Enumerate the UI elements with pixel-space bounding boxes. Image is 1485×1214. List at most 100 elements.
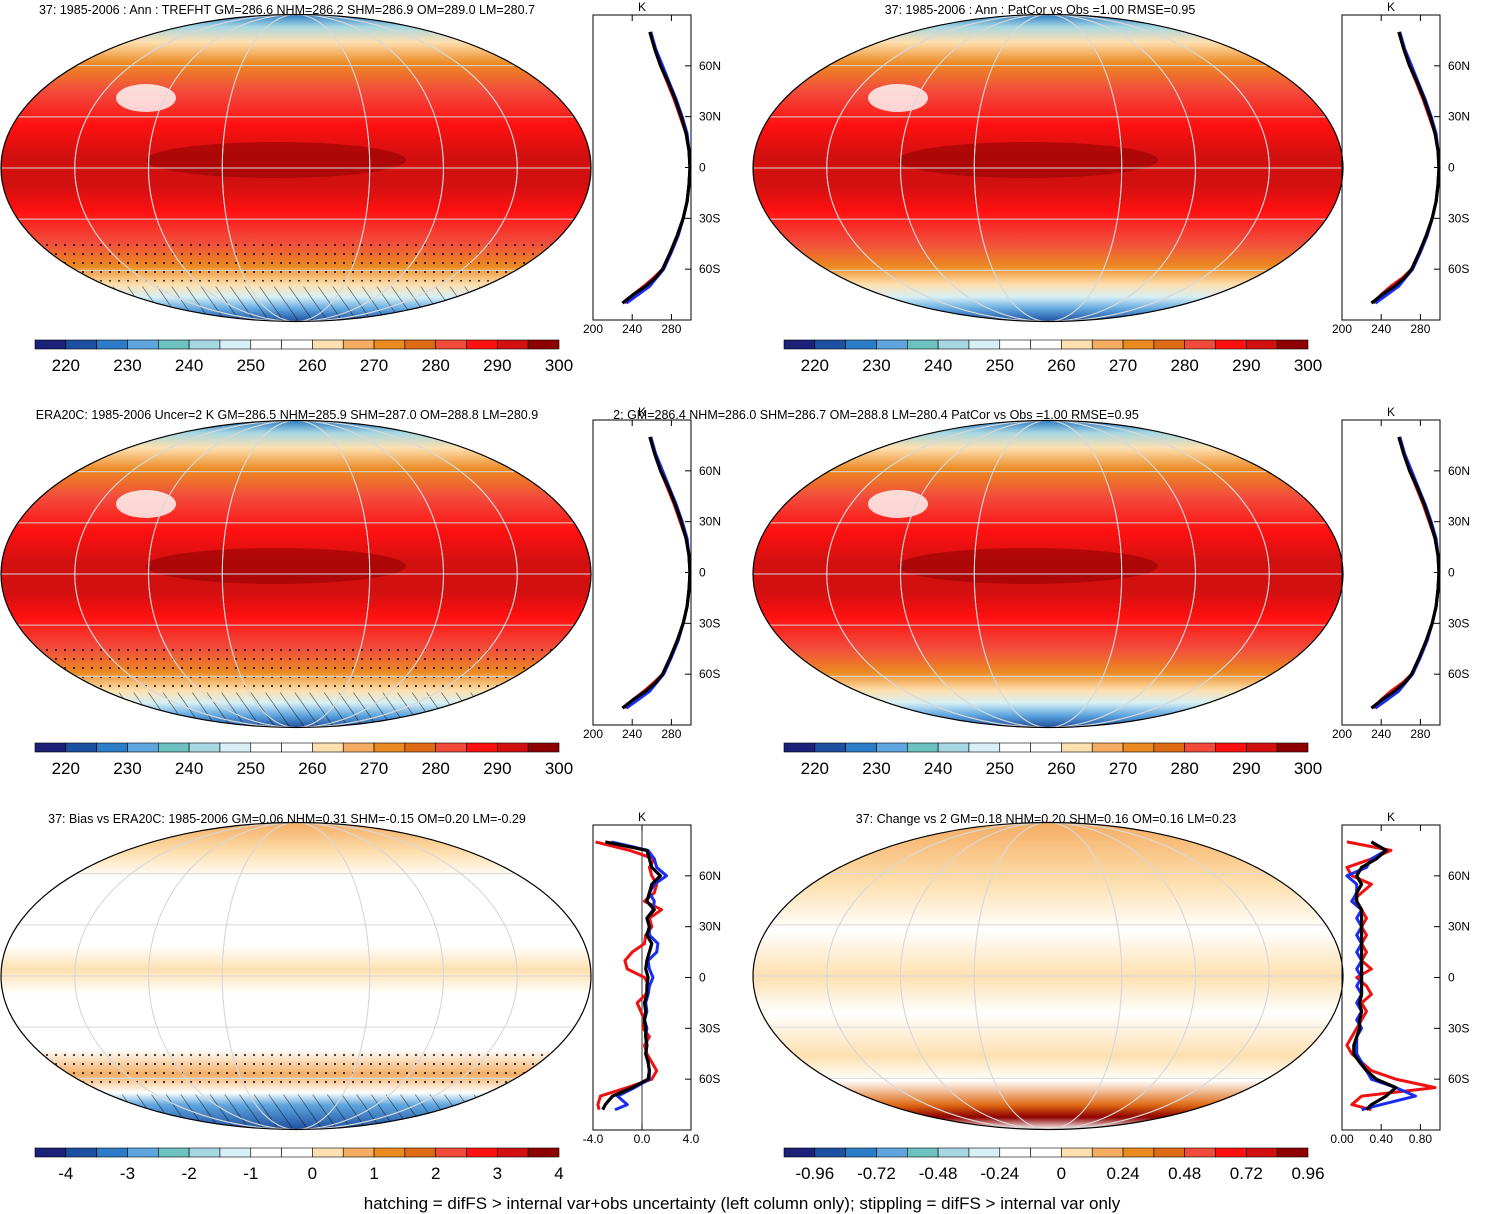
colorbar-box xyxy=(188,742,221,753)
map-border xyxy=(0,419,592,729)
profile-unit: K xyxy=(1387,405,1395,419)
colorbar-box xyxy=(404,742,437,753)
profile-lat-label: 30N xyxy=(1448,110,1470,124)
colorbar-box xyxy=(157,339,190,350)
colorbar-box xyxy=(814,339,846,350)
colorbar-box xyxy=(845,1147,877,1158)
colorbar-box xyxy=(876,1147,908,1158)
colorbar-label: 250 xyxy=(986,356,1014,375)
colorbar-box xyxy=(466,742,498,753)
profile-xtick-label: 200 xyxy=(583,322,603,336)
colorbar-label: 220 xyxy=(52,759,80,778)
profile-lat-label: 60N xyxy=(1448,869,1470,883)
profile-lat-label: 30S xyxy=(699,1021,720,1035)
colorbar-box xyxy=(497,742,529,753)
profile-lat-label: 60N xyxy=(699,464,721,478)
colorbar-box xyxy=(968,742,1001,753)
colorbar-box xyxy=(497,1147,529,1158)
warm-pool xyxy=(146,548,406,584)
colorbar-box xyxy=(1153,339,1186,350)
colorbar-label: 0.48 xyxy=(1168,1164,1201,1183)
profile-lat-label: 30S xyxy=(1448,616,1469,630)
profile-lat-label: 0 xyxy=(1448,566,1455,580)
profile-series-black xyxy=(1370,436,1441,710)
colorbar-box xyxy=(1184,1147,1216,1158)
colorbar-label: 290 xyxy=(483,759,511,778)
panel-p3: ERA20C: 1985-2006 Uncer=2 K GM=286.5 NHM… xyxy=(0,405,721,778)
colorbar-box xyxy=(1246,742,1278,753)
profile-xtick-label: 4.0 xyxy=(683,1132,700,1146)
colorbar-box xyxy=(497,339,529,350)
map-border xyxy=(0,13,592,323)
colorbar-label: 0.96 xyxy=(1291,1164,1324,1183)
profile-lat-label: 30N xyxy=(699,110,721,124)
colorbar-box xyxy=(404,1147,437,1158)
colorbar-box xyxy=(435,339,467,350)
colorbar-label: -0.24 xyxy=(980,1164,1019,1183)
profile-series-red xyxy=(1345,840,1437,1112)
profile-series-black xyxy=(601,840,663,1111)
colorbar-label: 230 xyxy=(113,356,141,375)
profile-unit: K xyxy=(638,405,646,419)
colorbar-label: 260 xyxy=(298,759,326,778)
profile-xtick-label: 240 xyxy=(622,727,642,741)
colorbar-box xyxy=(96,339,128,350)
profile-unit: K xyxy=(638,0,646,14)
panel-title: 37: 1985-2006 : Ann : TREFHT GM=286.6 NH… xyxy=(39,3,535,17)
colorbar-label: 270 xyxy=(360,356,388,375)
profile-series-blue xyxy=(625,31,692,305)
hatching-region xyxy=(1,286,591,322)
profile-unit: K xyxy=(1387,0,1395,14)
colorbar-box xyxy=(127,742,159,753)
profile-xtick-label: 200 xyxy=(1332,322,1352,336)
warm-pool xyxy=(898,142,1158,178)
profile-lat-label: 0 xyxy=(699,161,706,175)
tibet-cold-spot xyxy=(116,84,176,112)
colorbar-box xyxy=(1091,339,1124,350)
map-border xyxy=(752,821,1344,1131)
colorbar-box xyxy=(435,742,467,753)
colorbar-box xyxy=(906,339,939,350)
profile-lat-label: 30N xyxy=(699,515,721,529)
colorbar-box xyxy=(527,742,560,753)
colorbar-label: 240 xyxy=(175,759,203,778)
colorbar-label: 260 xyxy=(1047,356,1075,375)
colorbar-label: 240 xyxy=(924,759,952,778)
profile-series-red xyxy=(623,436,692,710)
profile-lat-label: 30S xyxy=(1448,1021,1469,1035)
colorbar-box xyxy=(999,742,1031,753)
colorbar-label: 0.24 xyxy=(1107,1164,1140,1183)
colorbar-box xyxy=(1215,742,1247,753)
colorbar-box xyxy=(65,742,97,753)
colorbar-box xyxy=(157,742,190,753)
colorbar-label: 0.72 xyxy=(1230,1164,1263,1183)
panel-p1: 37: 1985-2006 : Ann : TREFHT GM=286.6 NH… xyxy=(0,0,721,375)
colorbar-label: 230 xyxy=(862,356,890,375)
colorbar-box xyxy=(188,1147,221,1158)
profile-lat-label: 30S xyxy=(699,616,720,630)
profile-xtick-label: 280 xyxy=(661,727,681,741)
colorbar-box xyxy=(1184,339,1216,350)
panel-p2: 37: 1985-2006 : Ann : PatCor vs Obs =1.0… xyxy=(752,0,1470,375)
colorbar-label: 280 xyxy=(1171,356,1199,375)
colorbar-box xyxy=(876,742,908,753)
stippling-region xyxy=(1,241,591,282)
profile-frame xyxy=(592,419,692,726)
colorbar-box xyxy=(1030,1147,1062,1158)
colorbar-box xyxy=(373,742,406,753)
colorbar-box xyxy=(937,1147,970,1158)
profile-frame xyxy=(1341,14,1441,321)
profile-lat-label: 60N xyxy=(1448,464,1470,478)
profile-frame xyxy=(592,14,692,321)
colorbar-box xyxy=(783,1147,816,1158)
colorbar-box xyxy=(342,1147,375,1158)
footer-note: hatching = difFS > internal var+obs unce… xyxy=(364,1194,1121,1213)
colorbar-box xyxy=(906,1147,939,1158)
colorbar-label: 290 xyxy=(483,356,511,375)
panel-p6: 37: Change vs 2 GM=0.18 NHM=0.20 SHM=0.1… xyxy=(752,810,1470,1183)
profile-xtick-label: -4.0 xyxy=(583,1132,604,1146)
colorbar-box xyxy=(1215,339,1247,350)
colorbar-box xyxy=(1122,339,1155,350)
colorbar-box xyxy=(1276,339,1309,350)
colorbar-label: 300 xyxy=(545,759,573,778)
